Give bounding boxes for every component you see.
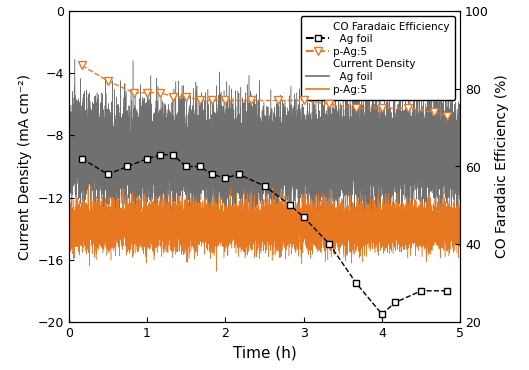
Y-axis label: CO Faradaic Efficiency (%): CO Faradaic Efficiency (%) — [495, 75, 508, 258]
Legend: CO Faradaic Efficiency,   Ag foil, p-Ag:5, Current Density,   Ag foil, p-Ag:5: CO Faradaic Efficiency, Ag foil, p-Ag:5,… — [301, 16, 455, 100]
X-axis label: Time (h): Time (h) — [233, 345, 296, 360]
Y-axis label: Current Density (mA cm⁻²): Current Density (mA cm⁻²) — [18, 74, 32, 259]
